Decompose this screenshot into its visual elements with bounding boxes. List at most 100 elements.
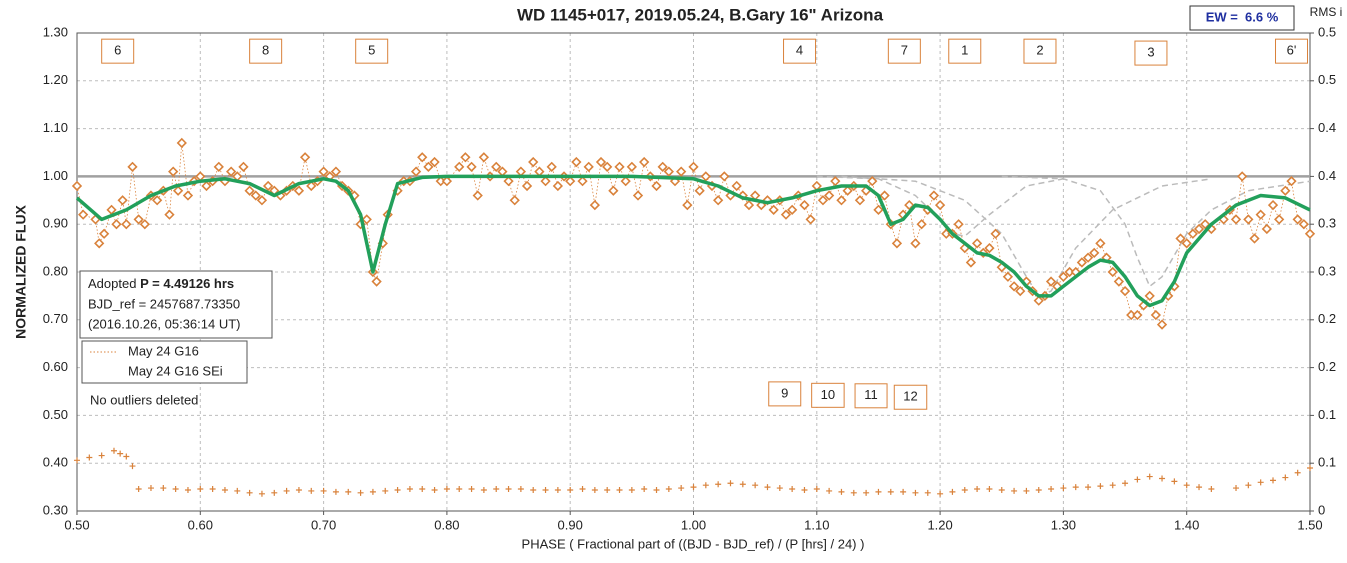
x-tick-label: 0.90 [558, 517, 583, 532]
data-point [1282, 474, 1289, 481]
data-point [546, 161, 557, 172]
data-point [345, 488, 352, 495]
data-point [873, 204, 884, 215]
data-point [98, 452, 105, 459]
data-point [293, 185, 305, 196]
data-point [1274, 214, 1285, 225]
data-point [71, 180, 83, 192]
y2-axis-label: RMS i [1310, 5, 1343, 19]
annotation-box [811, 382, 845, 408]
annotation-box [854, 383, 888, 409]
data-point [318, 166, 329, 177]
y2-tick-label: 0.5 [1318, 24, 1336, 39]
data-point [1011, 487, 1018, 494]
data-point [739, 481, 746, 488]
legend-label: May 24 G16 SEi [128, 363, 223, 378]
data-point [1015, 285, 1026, 297]
data-point [172, 486, 179, 493]
period: P = 4.49126 hrs [140, 276, 234, 291]
data-point [1171, 478, 1178, 485]
data-point [1119, 285, 1131, 297]
data-point [111, 219, 122, 230]
data-point [614, 161, 625, 172]
data-point [117, 195, 128, 206]
y-tick-label: 0.80 [43, 263, 68, 278]
data-point [863, 489, 870, 496]
data-point [934, 199, 946, 211]
data-point [361, 214, 372, 225]
data-point [491, 161, 502, 172]
data-point [694, 185, 705, 196]
data-point [608, 185, 619, 196]
data-point [823, 190, 835, 201]
data-point [123, 453, 130, 460]
data-point [875, 488, 882, 495]
data-point [727, 480, 734, 487]
data-point [949, 488, 956, 495]
data-point [454, 161, 465, 172]
y-tick-label: 0.70 [43, 311, 68, 326]
data-point [1113, 276, 1125, 287]
data-point [74, 457, 80, 464]
data-point [542, 486, 549, 493]
data-point [1033, 295, 1044, 306]
annotation: 1 [961, 43, 968, 58]
data-point [503, 176, 514, 187]
data-point [1200, 219, 1211, 230]
data-point [854, 195, 866, 206]
data-point [1023, 487, 1030, 494]
data-point [678, 485, 685, 492]
data-point [1307, 464, 1313, 471]
data-point [472, 190, 483, 201]
data-point [1122, 480, 1129, 487]
data-point [1243, 214, 1254, 225]
data-point [308, 487, 315, 494]
data-point [135, 486, 142, 493]
data-point [133, 214, 144, 225]
data-point [1146, 473, 1153, 480]
x-axis-label: PHASE ( Fractional part of ((BJD - BJD_r… [522, 536, 865, 551]
data-point [663, 166, 674, 177]
data-point [1045, 276, 1057, 287]
x-tick-label: 0.80 [434, 517, 459, 532]
info-box [79, 270, 273, 339]
data-point [567, 486, 574, 493]
data-point [813, 486, 820, 493]
data-point [1249, 233, 1260, 244]
data-point [441, 176, 453, 187]
annotation-box [1023, 38, 1057, 64]
data-point [357, 489, 364, 496]
data-point [626, 161, 637, 172]
data-point [78, 209, 89, 220]
model-curve [1001, 175, 1311, 288]
data-point [676, 166, 687, 177]
annotation: 12 [903, 389, 917, 404]
data-point [258, 490, 265, 497]
data-point [702, 482, 709, 489]
data-point [1270, 477, 1277, 484]
data-point [961, 486, 968, 493]
data-point [1255, 209, 1266, 220]
data-point [789, 486, 796, 493]
data-point [521, 180, 533, 192]
data-point [589, 199, 600, 211]
x-tick-label: 1.40 [1174, 517, 1199, 532]
annotation: 3 [1147, 45, 1154, 60]
y-tick-label: 0.40 [43, 455, 68, 470]
data-point [94, 238, 105, 249]
data-point [1076, 257, 1088, 268]
data-point [776, 485, 783, 492]
data-point [110, 447, 117, 454]
data-point [283, 487, 290, 494]
y-axis-label: NORMALIZED FLUX [13, 204, 29, 338]
ew-box [1189, 5, 1295, 31]
annotation: 11 [864, 387, 878, 402]
y2-tick-label: 0.1 [1318, 407, 1336, 422]
data-point [641, 486, 648, 493]
y2-tick-label: 0.3 [1318, 263, 1336, 278]
data-point [1196, 484, 1203, 491]
data-point [1134, 476, 1141, 483]
y-tick-label: 1.30 [43, 24, 68, 39]
y2-tick-label: 0.1 [1318, 455, 1336, 470]
